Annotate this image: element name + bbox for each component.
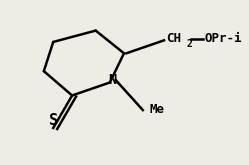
Text: 2: 2 <box>187 39 192 49</box>
Text: N: N <box>108 73 116 87</box>
Text: Me: Me <box>150 103 165 116</box>
Text: CH: CH <box>166 32 182 45</box>
Text: S: S <box>49 113 58 128</box>
Text: OPr-i: OPr-i <box>204 32 242 45</box>
